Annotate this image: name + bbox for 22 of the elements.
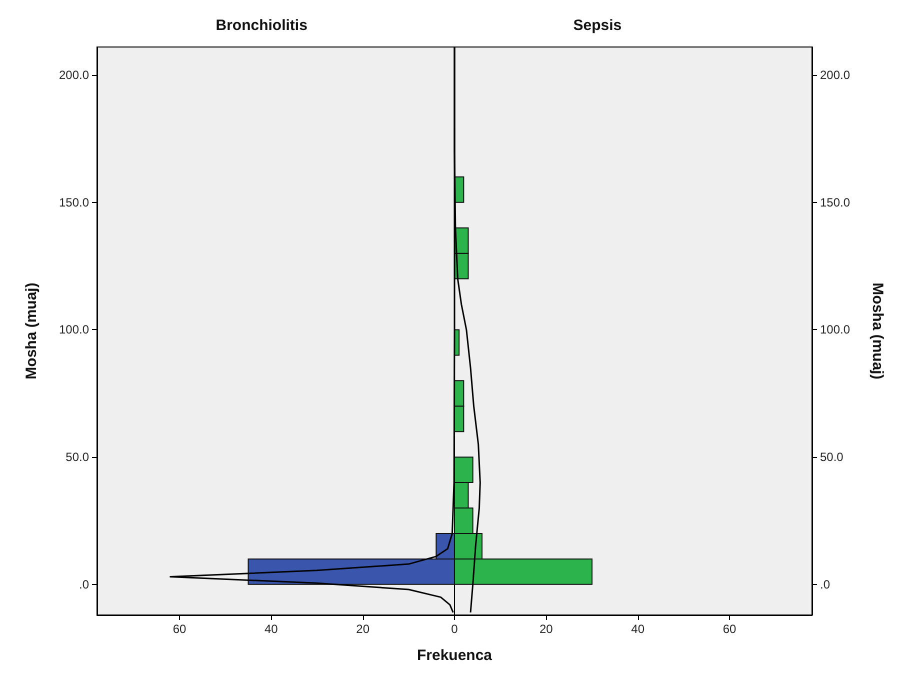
y-tick-label: 50.0: [820, 450, 844, 464]
y-tick-label: 100.0: [820, 322, 850, 337]
y-tick-label: .0: [820, 577, 830, 592]
chart-title: Bronchiolitis: [216, 17, 308, 34]
y-tick-label: .0: [78, 577, 90, 592]
x-tick-label: 20: [356, 622, 370, 636]
x-tick-label: 20: [539, 622, 554, 636]
y-tick-label: 200.0: [820, 68, 850, 82]
x-tick-label: 60: [172, 622, 186, 636]
x-tick-label: 60: [722, 622, 736, 636]
y-axis-title: Mosha (muaj): [23, 282, 40, 380]
x-tick-label: 0: [451, 622, 458, 636]
y-tick-label: 50.0: [66, 450, 90, 464]
y-tick-label: 100.0: [58, 322, 90, 337]
y-tick-label: 150.0: [820, 195, 850, 210]
x-tick-label: 40: [631, 622, 645, 636]
y-tick-label: 150.0: [58, 195, 90, 210]
y-axis-title: Mosha (muaj): [869, 282, 886, 380]
x-tick-label: 40: [264, 622, 278, 636]
y-tick-label: 200.0: [58, 68, 90, 82]
chart-title: Sepsis: [573, 17, 622, 34]
x-axis-title: Frekuenca: [416, 647, 493, 664]
